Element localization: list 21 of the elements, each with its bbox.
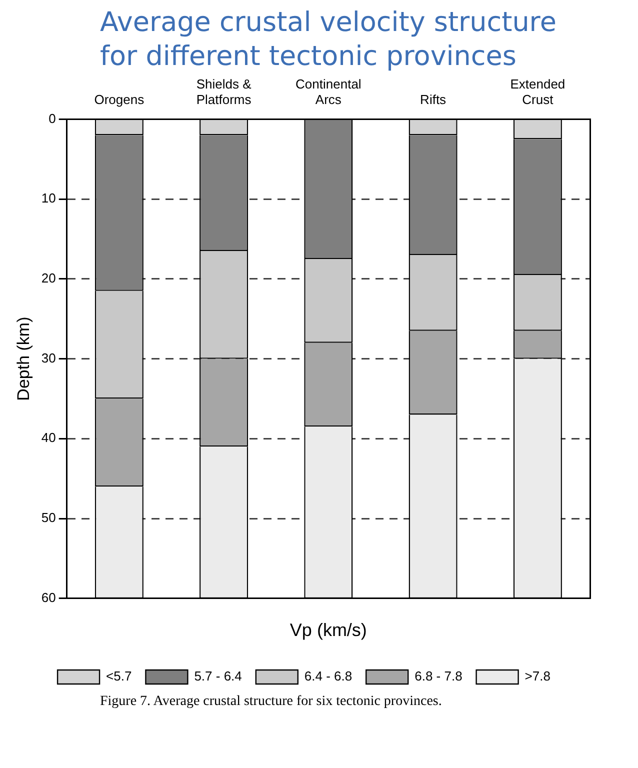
y-tick-label: 0 <box>48 110 56 126</box>
y-tick-label: 20 <box>41 270 56 286</box>
x-tick-label: Continental Arcs <box>296 76 362 107</box>
legend-label: 5.7 - 6.4 <box>194 668 242 684</box>
x-axis-title: Vp (km/s) <box>290 620 367 640</box>
y-tick-label: 40 <box>41 430 56 446</box>
legend-label: >7.8 <box>524 668 550 684</box>
caption: Figure 7. Average crustal structure for six tectonic provinces. <box>99 694 443 710</box>
y-tick-label: 10 <box>41 190 56 206</box>
legend-label: <5.7 <box>106 668 132 684</box>
legend-label: 6.8 - 7.8 <box>414 668 462 684</box>
y-tick-label: 50 <box>41 510 56 526</box>
x-tick-label: Rifts <box>420 92 447 107</box>
x-tick-label: Shields & Platforms <box>196 76 252 107</box>
chart-title: Average crustal velocity structure for different tectonic provinces <box>99 6 558 74</box>
x-tick-label: Extended Crust <box>510 76 566 107</box>
x-tick-label: Orogens <box>94 92 145 107</box>
legend-label: 6.4 - 6.8 <box>304 668 352 684</box>
y-axis-title: Depth (km) <box>14 316 33 401</box>
y-tick-label: 60 <box>41 590 56 605</box>
y-tick-label: 30 <box>41 350 56 366</box>
